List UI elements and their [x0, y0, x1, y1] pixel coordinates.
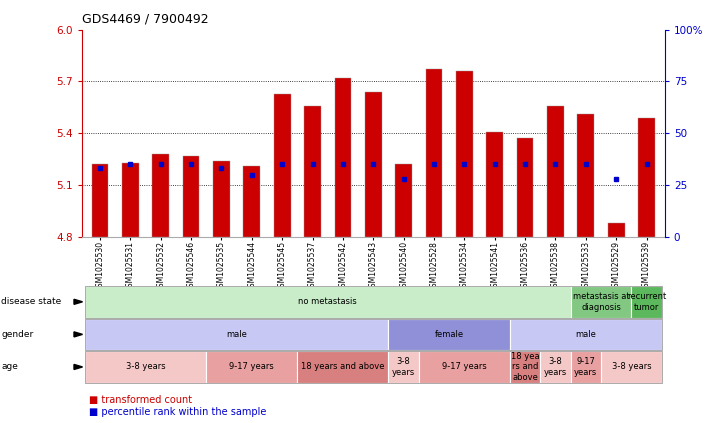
- Text: male: male: [226, 330, 247, 339]
- Text: female: female: [434, 330, 464, 339]
- Text: no metastasis: no metastasis: [299, 297, 357, 306]
- Bar: [547, 106, 564, 237]
- Bar: [304, 106, 321, 237]
- Text: gender: gender: [1, 330, 33, 339]
- Text: metastasis at
diagnosis: metastasis at diagnosis: [572, 292, 629, 311]
- Text: 3-8
years: 3-8 years: [392, 357, 415, 376]
- Text: disease state: disease state: [1, 297, 62, 306]
- Bar: [577, 114, 594, 237]
- Bar: [152, 154, 169, 237]
- Text: 18 yea
rs and
above: 18 yea rs and above: [510, 352, 540, 382]
- Bar: [92, 164, 108, 237]
- Text: 9-17 years: 9-17 years: [230, 363, 274, 371]
- Bar: [365, 92, 382, 237]
- Text: ■ percentile rank within the sample: ■ percentile rank within the sample: [89, 407, 266, 418]
- Bar: [426, 69, 442, 237]
- Text: 3-8 years: 3-8 years: [126, 363, 166, 371]
- Text: 3-8 years: 3-8 years: [611, 363, 651, 371]
- Text: GDS4469 / 7900492: GDS4469 / 7900492: [82, 13, 208, 26]
- Bar: [456, 71, 473, 237]
- Bar: [183, 156, 199, 237]
- Bar: [243, 166, 260, 237]
- Text: 18 years and above: 18 years and above: [301, 363, 385, 371]
- Text: male: male: [575, 330, 597, 339]
- Bar: [608, 223, 624, 237]
- Polygon shape: [74, 332, 82, 337]
- Text: age: age: [1, 363, 18, 371]
- Bar: [122, 162, 139, 237]
- Bar: [517, 138, 533, 237]
- Bar: [213, 161, 230, 237]
- Bar: [395, 164, 412, 237]
- Bar: [486, 132, 503, 237]
- Text: 9-17
years: 9-17 years: [574, 357, 597, 376]
- Polygon shape: [74, 365, 82, 370]
- Bar: [638, 118, 655, 237]
- Text: ■ transformed count: ■ transformed count: [89, 395, 192, 405]
- Text: 3-8
years: 3-8 years: [544, 357, 567, 376]
- Polygon shape: [74, 299, 82, 305]
- Bar: [274, 93, 291, 237]
- Bar: [335, 78, 351, 237]
- Text: recurrent
tumor: recurrent tumor: [627, 292, 666, 311]
- Text: 9-17 years: 9-17 years: [442, 363, 487, 371]
